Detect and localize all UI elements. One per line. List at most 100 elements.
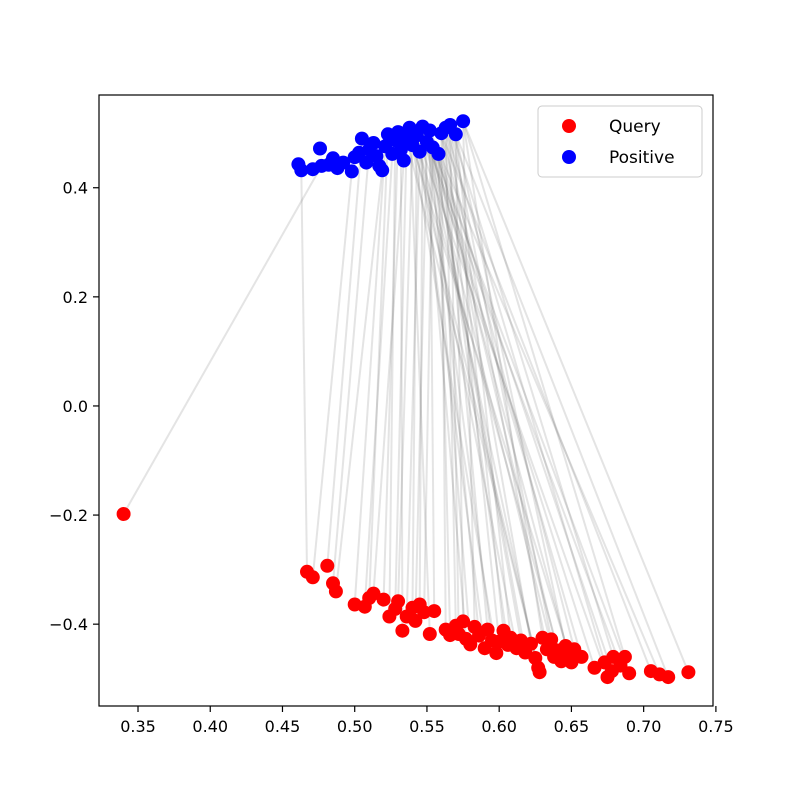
query-point — [524, 636, 538, 651]
link-line — [425, 141, 493, 641]
link-line — [431, 147, 522, 641]
link-line — [405, 139, 541, 673]
link-line — [449, 124, 505, 631]
x-tick-label: 0.40 — [192, 717, 228, 736]
query-point — [366, 586, 381, 601]
query-point — [305, 570, 320, 585]
link-line — [444, 127, 548, 650]
link-line — [462, 121, 476, 627]
y-axis-ticks: 0.4 0.2 0.0 −0.2 −0.4 — [49, 179, 99, 634]
positive-point — [456, 114, 471, 129]
link-line — [437, 153, 452, 636]
link-line — [388, 140, 397, 617]
link-line — [326, 138, 363, 566]
query-point — [427, 604, 442, 619]
link-line — [418, 151, 563, 662]
link-line — [462, 120, 690, 673]
link-line — [437, 153, 613, 672]
query-point — [617, 649, 632, 664]
link-line — [440, 133, 447, 630]
query-point — [408, 613, 423, 628]
link-line — [421, 126, 596, 669]
query-point — [574, 649, 589, 664]
link-line — [425, 141, 622, 666]
link-line — [431, 147, 631, 674]
link-line — [454, 133, 670, 678]
x-tick-label: 0.55 — [409, 717, 445, 736]
positive-point — [396, 153, 411, 168]
link-line — [300, 170, 308, 572]
link-line — [311, 171, 353, 578]
link-line — [382, 132, 400, 600]
positive-point — [294, 163, 309, 178]
link-line — [444, 127, 501, 642]
positive-point — [354, 131, 369, 146]
link-line — [454, 134, 465, 622]
query-point — [417, 605, 432, 620]
link-line — [411, 135, 418, 608]
link-line — [437, 153, 509, 646]
link-line — [397, 145, 414, 602]
x-tick-label: 0.50 — [337, 717, 373, 736]
y-tick-label: 0.2 — [63, 288, 88, 307]
link-line — [449, 124, 615, 658]
positive-point — [448, 127, 463, 142]
link-line — [454, 134, 567, 647]
query-point — [456, 614, 471, 629]
positive-point — [375, 163, 390, 178]
link-line — [437, 153, 558, 651]
positive-point — [336, 155, 351, 170]
positive-point — [431, 146, 446, 161]
link-line — [440, 132, 576, 650]
link-line — [428, 130, 583, 658]
link-line — [415, 135, 609, 678]
link-line — [428, 130, 661, 675]
legend-marker-query — [562, 119, 576, 133]
series-query — [116, 507, 696, 685]
link-lines — [122, 120, 690, 678]
link-line — [423, 147, 434, 613]
query-point — [395, 623, 410, 638]
link-line — [440, 133, 532, 644]
link-line — [408, 127, 540, 669]
link-line — [428, 130, 436, 612]
query-point — [489, 646, 504, 661]
link-line — [353, 146, 387, 605]
positive-point — [359, 155, 374, 170]
x-tick-label: 0.45 — [265, 717, 301, 736]
query-point — [532, 665, 547, 680]
link-line — [122, 165, 323, 515]
link-line — [405, 151, 421, 617]
query-point — [544, 632, 559, 647]
query-point — [480, 622, 495, 637]
query-point — [463, 637, 478, 652]
link-line — [394, 139, 408, 609]
link-line — [428, 130, 527, 653]
link-line — [363, 153, 394, 607]
query-point — [661, 670, 676, 685]
link-line — [408, 127, 431, 635]
y-tick-label: 0.4 — [63, 179, 88, 198]
link-line — [449, 124, 460, 635]
x-tick-label: 0.65 — [554, 717, 590, 736]
link-line — [418, 151, 486, 649]
link-line — [454, 134, 512, 638]
link-line — [444, 127, 606, 663]
query-point — [328, 584, 343, 599]
link-line — [421, 126, 537, 659]
legend-label-query: Query — [609, 117, 661, 137]
plot-frame — [98, 94, 714, 707]
link-line — [418, 126, 424, 605]
positive-point — [313, 141, 327, 156]
link-line — [414, 141, 428, 621]
query-point — [116, 507, 131, 521]
x-tick-label: 0.35 — [120, 717, 156, 736]
query-point — [320, 558, 335, 573]
link-line — [462, 120, 626, 658]
link-line — [462, 121, 544, 638]
legend-box — [537, 105, 703, 178]
link-line — [368, 134, 389, 599]
positive-point — [344, 164, 359, 179]
link-line — [431, 147, 570, 655]
